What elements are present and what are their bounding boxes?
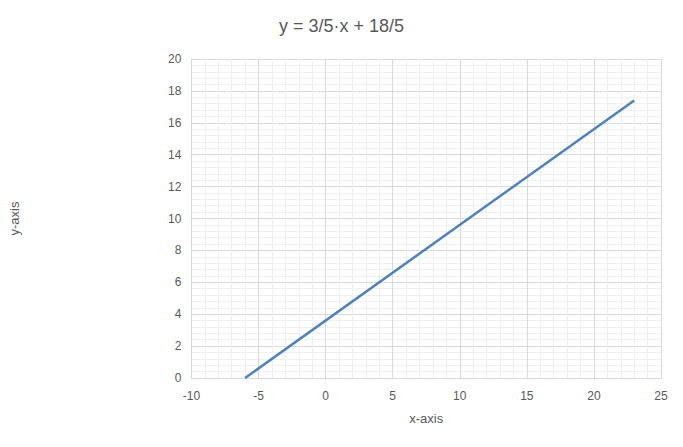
- svg-text:x-axis: x-axis: [409, 411, 443, 426]
- svg-text:y = 3/5·x + 18/5: y = 3/5·x + 18/5: [279, 16, 404, 36]
- svg-text:10: 10: [453, 389, 467, 403]
- svg-text:12: 12: [168, 180, 182, 194]
- svg-text:16: 16: [168, 116, 182, 130]
- svg-text:0: 0: [322, 389, 329, 403]
- svg-text:10: 10: [168, 212, 182, 226]
- svg-text:25: 25: [654, 389, 668, 403]
- svg-text:14: 14: [168, 148, 182, 162]
- svg-text:20: 20: [168, 52, 182, 66]
- svg-text:5: 5: [389, 389, 396, 403]
- svg-text:4: 4: [175, 307, 182, 321]
- svg-text:-5: -5: [253, 389, 264, 403]
- svg-text:6: 6: [175, 275, 182, 289]
- svg-text:-10: -10: [183, 389, 201, 403]
- svg-text:8: 8: [175, 243, 182, 257]
- svg-text:0: 0: [175, 371, 182, 385]
- svg-text:20: 20: [587, 389, 601, 403]
- svg-text:15: 15: [520, 389, 534, 403]
- svg-text:18: 18: [168, 84, 182, 98]
- svg-text:y-axis: y-axis: [7, 201, 22, 235]
- svg-text:2: 2: [175, 339, 182, 353]
